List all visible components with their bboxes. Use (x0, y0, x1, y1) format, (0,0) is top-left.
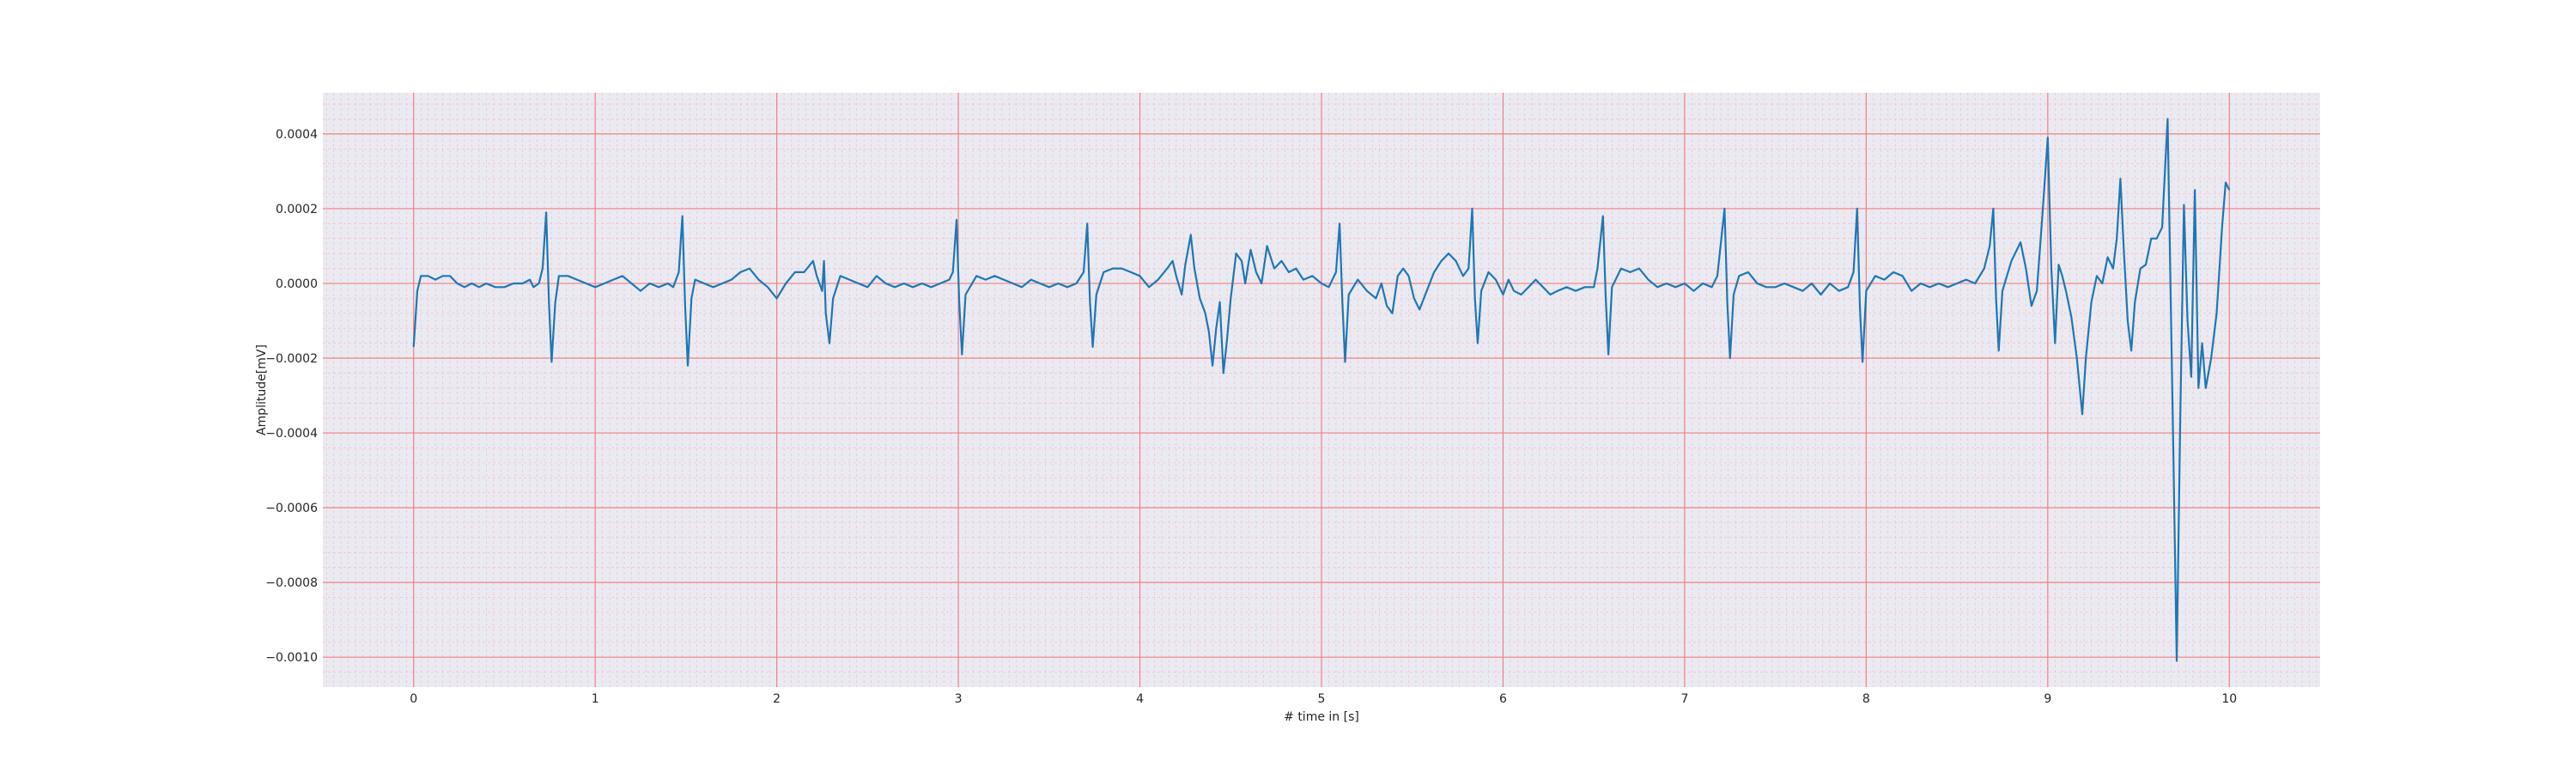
series-layer (412, 118, 2231, 662)
x-tick-label: 6 (1499, 692, 1507, 706)
x-tick-label: 10 (2221, 692, 2237, 706)
major-grid (323, 93, 2320, 687)
x-tick-labels: 0 1 2 3 4 5 6 7 8 9 10 (410, 692, 2237, 706)
y-tick-label: 0.0004 (276, 128, 318, 142)
y-tick-label: −0.0006 (265, 502, 318, 515)
y-tick-label: 0.0002 (276, 203, 318, 216)
x-tick-label: 8 (1862, 692, 1870, 706)
x-axis-label: # time in [s] (1284, 710, 1359, 724)
x-tick-label: 7 (1680, 692, 1688, 706)
x-tick-label: 5 (1318, 692, 1326, 706)
x-tick-label: 2 (773, 692, 781, 706)
y-tick-labels: 0.0004 0.0002 0.0000 −0.0002 −0.0004 −0.0006 −… (265, 128, 318, 665)
x-tick-label: 9 (2044, 692, 2051, 706)
x-tick-label: 1 (592, 692, 599, 706)
ecg-signal-line (412, 118, 2231, 662)
y-tick-label: −0.0010 (265, 651, 318, 665)
x-tick-label: 4 (1136, 692, 1144, 706)
y-axis-label: Amplitude[mV] (255, 344, 269, 435)
y-tick-label: −0.0002 (265, 352, 318, 366)
y-tick-label: −0.0004 (265, 427, 318, 441)
y-tick-label: −0.0008 (265, 576, 318, 590)
x-tick-label: 0 (410, 692, 417, 706)
x-tick-label: 3 (955, 692, 963, 706)
y-tick-label: 0.0000 (276, 277, 318, 291)
